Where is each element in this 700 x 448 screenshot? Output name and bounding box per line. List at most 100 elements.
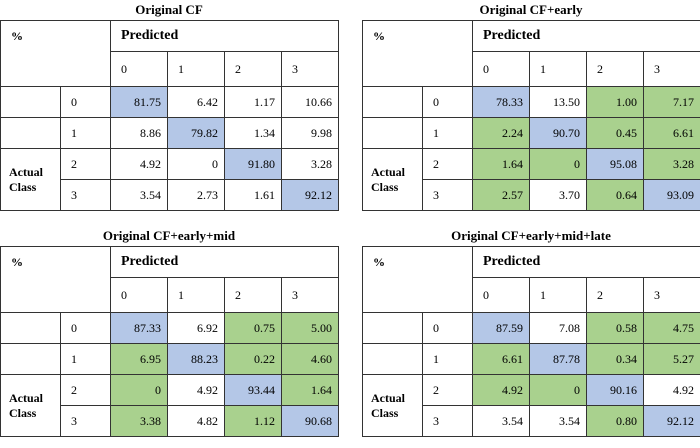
matrix-cell: 6.92 — [167, 312, 225, 344]
percent-label: % — [0, 20, 111, 87]
confusion-matrix-table: % Predicted 0 1 2 3 0 87.33 6.92 0.75 5.00 1 6.95 88.… — [0, 246, 340, 437]
predicted-header: Predicted — [109, 20, 340, 52]
matrix-title: Original CF+early+mid — [102, 228, 236, 243]
matrix-cell: 0 — [529, 374, 587, 406]
matrix-cell: 0.64 — [586, 179, 644, 211]
predicted-class-label: 2 — [586, 277, 644, 313]
matrix-cell: 3.28 — [280, 148, 340, 180]
predicted-class-label: 3 — [280, 51, 340, 87]
matrix-cell: 2.24 — [472, 117, 530, 149]
matrix-cell: 7.17 — [642, 86, 700, 118]
actual-class-row-label: 1 — [60, 117, 111, 149]
confusion-matrix-table: % Predicted 0 1 2 3 0 81.75 6.42 1.17 10.66 1 8.86 79… — [0, 20, 340, 211]
percent-label: % — [0, 246, 111, 313]
predicted-class-label: 3 — [642, 51, 700, 87]
predicted-class-label: 1 — [167, 51, 225, 87]
matrix-cell: 2.73 — [167, 179, 225, 211]
predicted-class-label: 1 — [167, 277, 225, 313]
matrix-cell: 1.64 — [280, 374, 340, 406]
table-row: Actual Class 2 4.92 0 90.16 4.92 — [362, 374, 700, 437]
predicted-class-label: 1 — [529, 51, 587, 87]
panel-original-cf-early-mid-late: Original CF+early+mid+late% Predicted 0 1 2 3… — [362, 226, 700, 437]
matrix-cell: 8.86 — [110, 117, 168, 149]
matrix-cell: 79.82 — [167, 117, 225, 149]
matrix-cell: 4.92 — [642, 374, 700, 406]
table-row: Actual Class 2 1.64 0 95.08 3.28 — [362, 148, 700, 211]
predicted-class-label: 0 — [110, 51, 168, 87]
table-row: 1 6.95 88.23 0.22 4.60 — [0, 343, 340, 375]
predicted-class-label: 2 — [586, 51, 644, 87]
matrix-cell: 90.68 — [280, 405, 340, 437]
actual-class-row-label: 0 — [422, 86, 473, 118]
matrix-cell: 87.78 — [529, 343, 587, 375]
matrix-cell: 5.27 — [642, 343, 700, 375]
matrix-cell: 92.12 — [642, 405, 700, 437]
actual-class-row-label: 2 — [60, 148, 111, 180]
predicted-class-label: 0 — [472, 51, 530, 87]
table-row: 1 6.61 87.78 0.34 5.27 — [362, 343, 700, 375]
table-row: 0 81.75 6.42 1.17 10.66 — [0, 86, 340, 118]
table-row: 1 8.86 79.82 1.34 9.98 — [0, 117, 340, 149]
matrix-cell: 13.50 — [529, 86, 587, 118]
predicted-header: Predicted — [109, 246, 340, 278]
predicted-header: Predicted — [471, 20, 700, 52]
actual-class-row-label: 1 — [422, 117, 473, 149]
predicted-class-label: 3 — [280, 277, 340, 313]
matrix-cell: 6.61 — [642, 117, 700, 149]
actual-class-row-label: 3 — [422, 179, 473, 211]
predicted-class-label: 2 — [224, 51, 282, 87]
matrix-cell: 5.00 — [280, 312, 340, 344]
matrix-cell: 87.59 — [472, 312, 530, 344]
empty-cell — [0, 117, 61, 149]
matrix-title: Original CF+early — [479, 2, 583, 17]
empty-cell — [362, 117, 423, 149]
table-row: 3 3.54 2.73 1.61 92.12 — [1, 179, 340, 211]
actual-class-row-label: 3 — [60, 179, 111, 211]
matrix-cell: 93.09 — [642, 179, 700, 211]
panel-original-cf-early-mid: Original CF+early+mid% Predicted 0 1 2 3 0 87.3… — [0, 226, 340, 437]
matrix-cell: 0 — [110, 374, 168, 406]
actual-class-row-label: 0 — [60, 312, 111, 344]
matrix-cell: 91.80 — [224, 148, 282, 180]
percent-label: % — [362, 20, 473, 87]
empty-cell — [362, 312, 423, 344]
matrix-cell: 6.95 — [110, 343, 168, 375]
matrix-cell: 4.92 — [472, 374, 530, 406]
matrix-cell: 87.33 — [110, 312, 168, 344]
matrix-cell: 0.45 — [586, 117, 644, 149]
matrix-cell: 92.12 — [280, 179, 340, 211]
matrix-cell: 81.75 — [110, 86, 168, 118]
matrix-cell: 7.08 — [529, 312, 587, 344]
matrix-cell: 4.60 — [280, 343, 340, 375]
matrix-cell: 1.17 — [224, 86, 282, 118]
predicted-class-label: 2 — [224, 277, 282, 313]
actual-class-label: Actual Class — [0, 374, 61, 437]
matrix-cell: 3.54 — [110, 179, 168, 211]
matrix-cell: 0.75 — [224, 312, 282, 344]
matrix-cell: 0.58 — [586, 312, 644, 344]
table-row: 0 78.33 13.50 1.00 7.17 — [362, 86, 700, 118]
actual-class-row-label: 0 — [422, 312, 473, 344]
matrix-cell: 1.64 — [472, 148, 530, 180]
predicted-class-label: 0 — [472, 277, 530, 313]
empty-cell — [362, 86, 423, 118]
matrix-cell: 93.44 — [224, 374, 282, 406]
matrix-cell: 3.38 — [110, 405, 168, 437]
matrix-cell: 3.70 — [529, 179, 587, 211]
table-row: Actual Class 2 0 4.92 93.44 1.64 — [0, 374, 340, 437]
table-row: 3 3.54 3.54 0.80 92.12 — [363, 405, 700, 437]
table-row: 3 2.57 3.70 0.64 93.09 — [363, 179, 700, 211]
matrix-cell: 10.66 — [280, 86, 340, 118]
percent-label: % — [362, 246, 473, 313]
matrix-cell: 0 — [167, 148, 225, 180]
matrix-cell: 4.82 — [167, 405, 225, 437]
matrix-cell: 1.12 — [224, 405, 282, 437]
actual-class-row-label: 2 — [60, 374, 111, 406]
confusion-matrix-table: % Predicted 0 1 2 3 0 78.33 13.50 1.00 7.17 1 2.24 90… — [362, 20, 700, 211]
matrix-title: Original CF — [135, 2, 203, 17]
predicted-class-label: 1 — [529, 277, 587, 313]
matrix-cell: 0.34 — [586, 343, 644, 375]
actual-class-label: Actual Class — [0, 148, 61, 211]
matrix-cell: 90.70 — [529, 117, 587, 149]
matrix-cell: 4.92 — [167, 374, 225, 406]
